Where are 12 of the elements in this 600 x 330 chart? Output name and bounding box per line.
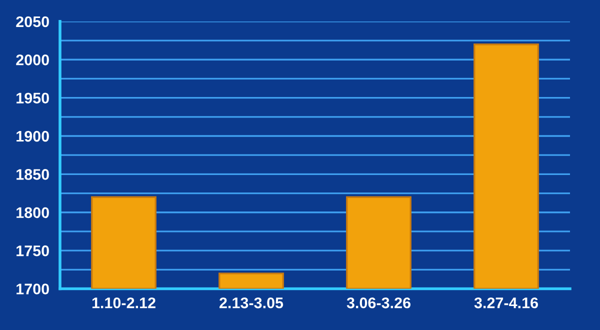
y-tick-label: 1950 bbox=[16, 92, 49, 104]
y-tick-label: 2000 bbox=[16, 54, 49, 66]
x-tick-label: 2.13-3.05 bbox=[220, 297, 284, 308]
y-tick-label: 1750 bbox=[16, 245, 49, 256]
x-tick-label: 1.10-2.12 bbox=[92, 297, 156, 308]
y-tick-label: 1900 bbox=[16, 130, 49, 142]
y-tick-label: 1700 bbox=[16, 284, 49, 294]
y-tick-label: 1850 bbox=[16, 169, 49, 180]
x-tick-label: 3.27-4.16 bbox=[474, 297, 538, 308]
y-tick-label: 2050 bbox=[16, 16, 49, 28]
x-tick-label: 3.06-3.26 bbox=[346, 297, 410, 308]
y-tick-label: 1800 bbox=[16, 207, 49, 218]
